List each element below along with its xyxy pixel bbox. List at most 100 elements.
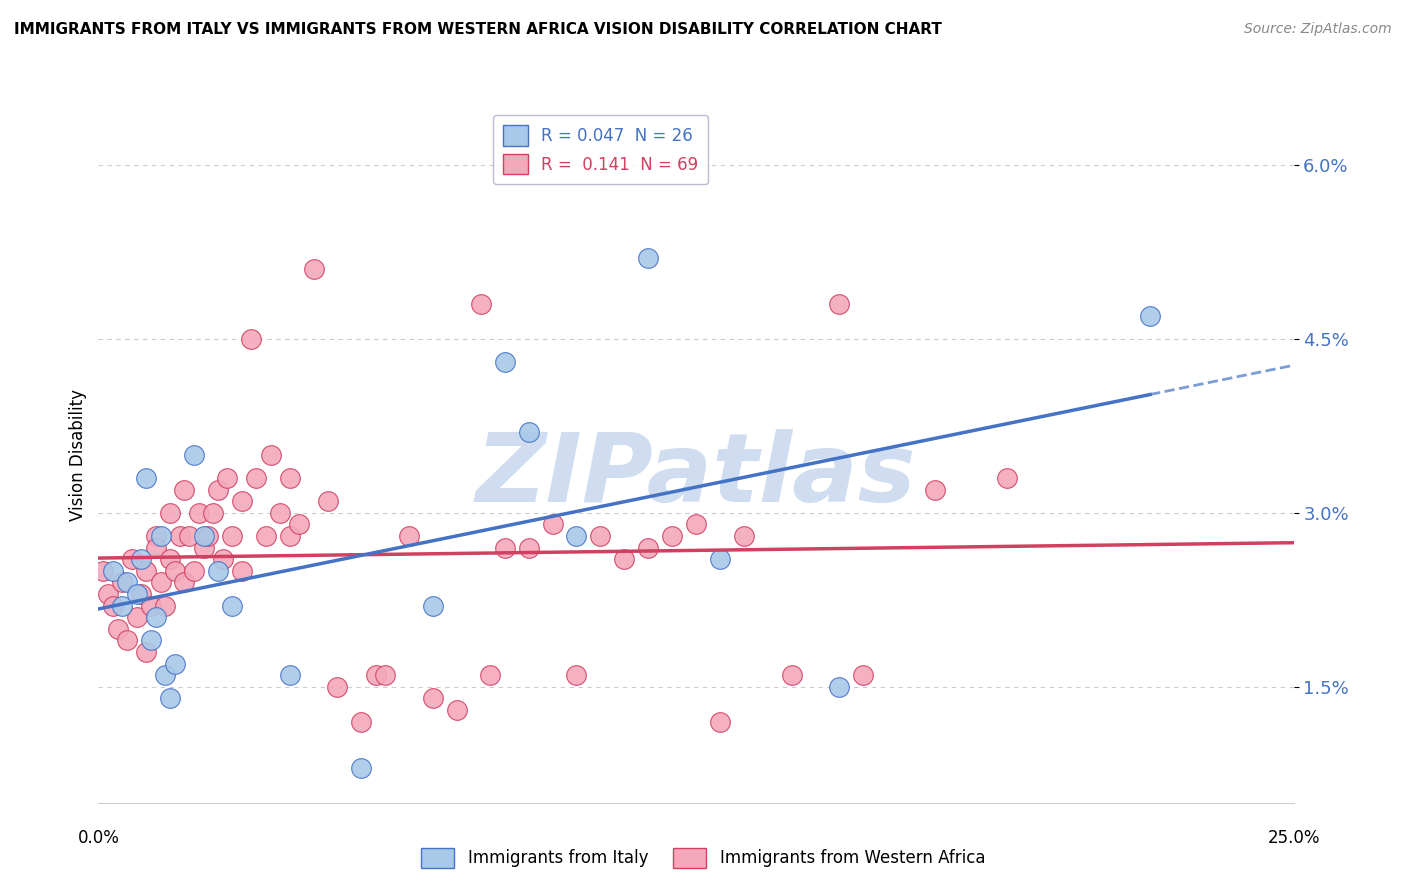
Point xyxy=(125,587,148,601)
Point xyxy=(139,599,162,613)
Point xyxy=(163,657,186,671)
Text: IMMIGRANTS FROM ITALY VS IMMIGRANTS FROM WESTERN AFRICA VISION DISABILITY CORREL: IMMIGRANTS FROM ITALY VS IMMIGRANTS FROM… xyxy=(14,22,942,37)
Point xyxy=(197,529,219,543)
Point xyxy=(149,575,172,590)
Point xyxy=(173,575,195,590)
Point xyxy=(139,633,162,648)
Point xyxy=(494,355,516,369)
Point xyxy=(159,506,181,520)
Point xyxy=(780,668,803,682)
Point xyxy=(135,564,157,578)
Point xyxy=(97,587,120,601)
Point xyxy=(288,517,311,532)
Point xyxy=(202,506,225,520)
Point xyxy=(131,552,153,566)
Text: Source: ZipAtlas.com: Source: ZipAtlas.com xyxy=(1244,22,1392,37)
Point xyxy=(995,471,1018,485)
Point xyxy=(364,668,387,682)
Point xyxy=(565,529,588,543)
Point xyxy=(231,494,253,508)
Text: 0.0%: 0.0% xyxy=(77,829,120,847)
Point xyxy=(494,541,516,555)
Text: ZIPatlas: ZIPatlas xyxy=(475,429,917,523)
Point xyxy=(565,668,588,682)
Point xyxy=(637,251,659,265)
Point xyxy=(163,564,186,578)
Point xyxy=(149,529,172,543)
Point xyxy=(221,599,243,613)
Point xyxy=(828,297,851,311)
Point xyxy=(101,599,124,613)
Point xyxy=(145,610,167,624)
Point xyxy=(326,680,349,694)
Point xyxy=(709,714,731,729)
Point xyxy=(107,622,129,636)
Point xyxy=(316,494,339,508)
Text: 25.0%: 25.0% xyxy=(1267,829,1320,847)
Point xyxy=(517,425,540,439)
Point xyxy=(240,332,263,346)
Point xyxy=(125,610,148,624)
Y-axis label: Vision Disability: Vision Disability xyxy=(69,389,87,521)
Legend: Immigrants from Italy, Immigrants from Western Africa: Immigrants from Italy, Immigrants from W… xyxy=(415,841,991,875)
Point xyxy=(637,541,659,555)
Point xyxy=(159,552,181,566)
Point xyxy=(145,529,167,543)
Point xyxy=(278,529,301,543)
Point xyxy=(121,552,143,566)
Point xyxy=(269,506,291,520)
Point xyxy=(183,564,205,578)
Point xyxy=(479,668,502,682)
Point xyxy=(183,448,205,462)
Point xyxy=(179,529,201,543)
Point xyxy=(193,529,215,543)
Point xyxy=(207,483,229,497)
Point xyxy=(517,541,540,555)
Point xyxy=(446,703,468,717)
Point xyxy=(350,714,373,729)
Point xyxy=(278,668,301,682)
Point xyxy=(374,668,396,682)
Point xyxy=(541,517,564,532)
Point xyxy=(211,552,233,566)
Point xyxy=(101,564,124,578)
Point xyxy=(111,575,134,590)
Point xyxy=(135,471,157,485)
Point xyxy=(159,691,181,706)
Point xyxy=(1139,309,1161,323)
Point xyxy=(685,517,707,532)
Legend: R = 0.047  N = 26, R =  0.141  N = 69: R = 0.047 N = 26, R = 0.141 N = 69 xyxy=(492,115,709,185)
Point xyxy=(350,761,373,775)
Point xyxy=(173,483,195,497)
Point xyxy=(207,564,229,578)
Point xyxy=(169,529,191,543)
Point xyxy=(115,575,138,590)
Point xyxy=(924,483,946,497)
Point xyxy=(470,297,492,311)
Point xyxy=(193,541,215,555)
Point xyxy=(135,645,157,659)
Point xyxy=(155,668,177,682)
Point xyxy=(422,691,444,706)
Point xyxy=(111,599,134,613)
Point xyxy=(145,541,167,555)
Point xyxy=(155,599,177,613)
Point xyxy=(398,529,420,543)
Point xyxy=(217,471,239,485)
Point xyxy=(221,529,243,543)
Point xyxy=(131,587,153,601)
Point xyxy=(245,471,267,485)
Point xyxy=(259,448,281,462)
Point xyxy=(733,529,755,543)
Point xyxy=(187,506,209,520)
Point xyxy=(254,529,277,543)
Point xyxy=(115,633,138,648)
Point xyxy=(91,564,114,578)
Point xyxy=(278,471,301,485)
Point xyxy=(852,668,875,682)
Point xyxy=(589,529,612,543)
Point xyxy=(613,552,636,566)
Point xyxy=(828,680,851,694)
Point xyxy=(231,564,253,578)
Point xyxy=(302,262,325,277)
